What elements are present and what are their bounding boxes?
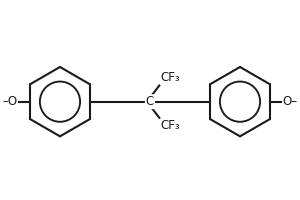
Text: O–: O– (282, 95, 297, 108)
Text: C: C (146, 95, 154, 108)
Text: –O: –O (3, 95, 18, 108)
Text: CF₃: CF₃ (160, 119, 180, 132)
Text: CF₃: CF₃ (160, 71, 180, 84)
